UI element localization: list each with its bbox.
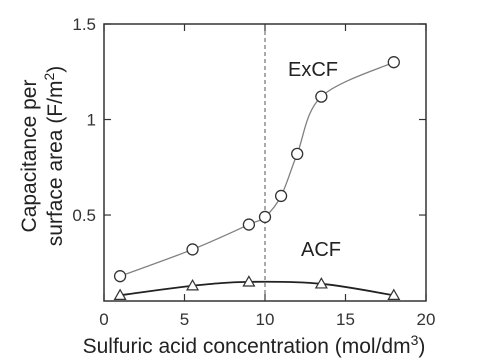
series-line-acf	[119, 280, 394, 297]
plot-frame	[103, 23, 427, 302]
y-tick-label: 1.5	[72, 15, 96, 34]
y-axis-title-line1: Capacitance per	[18, 80, 41, 233]
series-line-excf	[119, 61, 395, 277]
data-point-excf	[274, 189, 288, 203]
data-point-excf	[258, 210, 272, 224]
data-point-excf	[315, 90, 328, 103]
y-axis-title-line2: surface area (F/m2)	[41, 66, 67, 247]
x-axis-title-close: )	[418, 335, 425, 358]
x-tick-label: 20	[417, 310, 436, 329]
series-label-acf: ACF	[301, 239, 341, 261]
data-point-acf	[242, 275, 256, 287]
y-axis-title-line2-text: surface area (F/m	[44, 81, 67, 247]
data-point-excf	[186, 243, 199, 256]
y-axis-title-superscript: 2	[41, 73, 57, 81]
series-layer	[113, 56, 401, 300]
data-point-excf	[113, 270, 127, 283]
x-axis-title-superscript: 3	[411, 332, 419, 348]
data-point-acf	[186, 279, 200, 291]
series-label-excf: ExCF	[288, 59, 338, 81]
y-axis-title-line2-close: )	[44, 66, 67, 73]
data-point-excf	[387, 56, 400, 69]
data-point-acf	[314, 277, 328, 289]
x-tick-label: 10	[256, 310, 275, 329]
data-point-acf	[113, 288, 127, 300]
x-tick-label: 0	[99, 310, 108, 329]
x-tick-label: 5	[180, 310, 189, 329]
data-point-excf	[291, 147, 304, 161]
x-tick-label: 15	[336, 310, 355, 329]
data-point-acf	[387, 288, 401, 300]
x-axis-title-text: Sulfuric acid concentration (mol/dm	[83, 335, 411, 358]
y-tick-label: 1	[87, 111, 96, 130]
x-axis-title: Sulfuric acid concentration (mol/dm3)	[83, 332, 426, 358]
data-point-excf	[242, 218, 256, 231]
y-axis-title: Capacitance per surface area (F/m2)	[18, 66, 67, 247]
y-tick-label: 0.5	[72, 206, 96, 225]
axis-ticks: 0 5 10 15 20 0.5 1 1.5	[72, 15, 435, 329]
